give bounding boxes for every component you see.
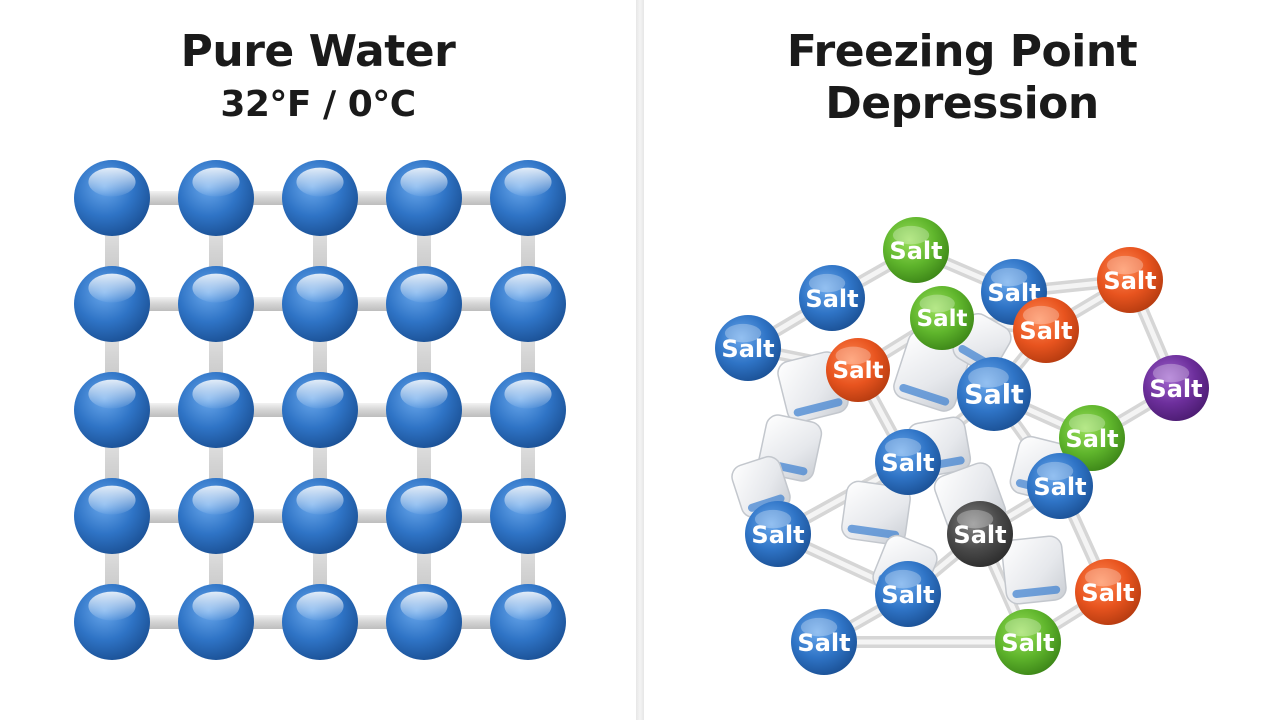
freezing-point-title-line1: Freezing Point (786, 26, 1138, 77)
salt-label: Salt (881, 449, 934, 477)
salt-label: Salt (964, 380, 1024, 411)
salt-particle-orange: Salt (1075, 559, 1141, 625)
salt-particle-green: Salt (995, 609, 1061, 675)
salt-particle-orange: Salt (826, 338, 890, 402)
salt-particle-orange: Salt (1097, 247, 1163, 313)
salt-particle-blue: Salt (715, 315, 781, 381)
ice-fragment (893, 330, 971, 412)
salt-particle-blue: Salt (957, 357, 1031, 431)
water-molecule (74, 160, 150, 236)
pure-water-temperature: 32°F / 0°C (220, 84, 416, 125)
water-molecule (178, 372, 254, 448)
water-molecule (386, 160, 462, 236)
water-molecule (282, 266, 358, 342)
water-molecule (74, 372, 150, 448)
water-molecule (282, 584, 358, 660)
water-molecule (74, 266, 150, 342)
salt-particle-gray: Salt (947, 501, 1013, 567)
salt-particle-green: Salt (910, 286, 974, 350)
salt-label: Salt (1149, 375, 1202, 403)
water-molecule (178, 478, 254, 554)
salt-particle-blue: Salt (1027, 453, 1093, 519)
salt-particle-green: Salt (883, 217, 949, 283)
salt-particle-blue: Salt (791, 609, 857, 675)
salt-label: Salt (1001, 629, 1054, 657)
salt-label: Salt (1103, 267, 1156, 295)
salt-particle-blue: Salt (799, 265, 865, 331)
salt-label: Salt (1033, 473, 1086, 501)
water-molecule (178, 266, 254, 342)
water-molecule (178, 584, 254, 660)
salt-label: Salt (881, 581, 934, 609)
salt-particle-blue: Salt (745, 501, 811, 567)
ice-fragment (841, 480, 911, 546)
water-molecule (178, 160, 254, 236)
water-molecule (386, 372, 462, 448)
salt-particle-purple: Salt (1143, 355, 1209, 421)
salt-disrupted-lattice-diagram: Salt Salt Salt Salt Salt Salt Salt Salt Salt Salt… (715, 217, 1209, 675)
water-molecule (74, 478, 150, 554)
salt-particle-blue: Salt (875, 429, 941, 495)
salt-label: Salt (1081, 579, 1134, 607)
ice-fragment (1001, 535, 1067, 605)
salt-label: Salt (953, 521, 1006, 549)
water-molecule (386, 478, 462, 554)
salt-label: Salt (721, 335, 774, 363)
pure-water-title: Pure Water (180, 26, 456, 77)
salt-label: Salt (1065, 425, 1118, 453)
freezing-point-title-line2: Depression (825, 78, 1099, 129)
pure-water-panel: Pure Water 32°F / 0°C (0, 0, 636, 720)
water-molecule (74, 584, 150, 660)
salt-particle-green: Salt (1059, 405, 1125, 471)
water-molecule (282, 478, 358, 554)
water-molecule (386, 266, 462, 342)
salt-label: Salt (917, 306, 968, 332)
water-molecule (490, 160, 566, 236)
water-molecule (386, 584, 462, 660)
water-molecule (490, 266, 566, 342)
salt-label: Salt (751, 521, 804, 549)
salt-label: Salt (805, 285, 858, 313)
panel-divider (636, 0, 644, 720)
water-molecule (490, 372, 566, 448)
water-molecule (490, 584, 566, 660)
ice-lattice-diagram (74, 160, 566, 660)
salt-label: Salt (797, 629, 850, 657)
water-molecule (282, 372, 358, 448)
freezing-point-title: Freezing Point Depression (644, 26, 1280, 130)
salt-label: Salt (833, 358, 884, 384)
salt-label: Salt (889, 237, 942, 265)
freezing-point-panel: Freezing Point Depression Sa (644, 0, 1280, 720)
salt-particle-orange: Salt (1013, 297, 1079, 363)
salt-label: Salt (1019, 317, 1072, 345)
water-molecule (282, 160, 358, 236)
water-molecule (490, 478, 566, 554)
salt-particle-blue: Salt (875, 561, 941, 627)
